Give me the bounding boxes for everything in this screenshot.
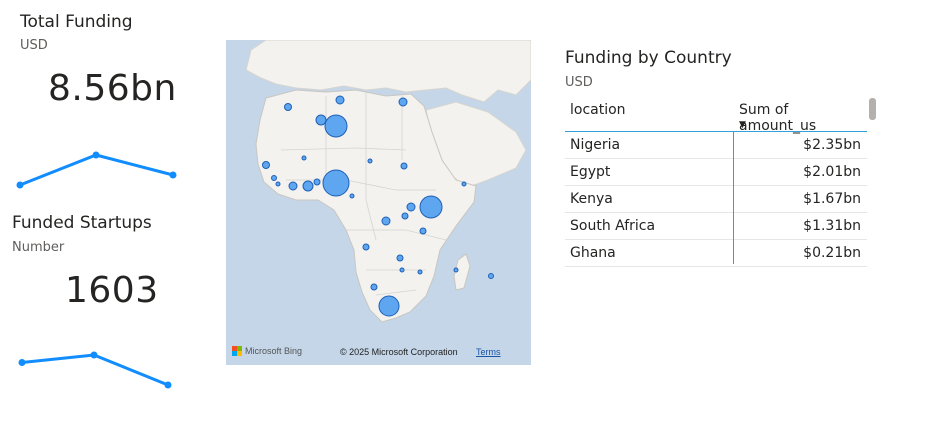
funding-map[interactable]: Microsoft Bing © 2025 Microsoft Corporat…: [226, 40, 531, 365]
africa-map-canvas: [245, 40, 531, 323]
funded-startups-sparkline: [18, 351, 172, 389]
map-bubble[interactable]: [275, 181, 281, 187]
terms-link[interactable]: Terms: [476, 347, 501, 357]
total-funding-value: 8.56bn: [48, 68, 177, 109]
map-bubble[interactable]: [288, 181, 298, 191]
map-bubble[interactable]: [322, 169, 350, 197]
map-bubble[interactable]: [406, 202, 416, 212]
country-table-title: Funding by Country: [565, 48, 732, 68]
cell-location: Egypt: [570, 164, 611, 180]
map-bubble[interactable]: [419, 227, 427, 235]
map-bubble[interactable]: [301, 155, 307, 161]
map-bubble[interactable]: [315, 114, 327, 126]
map-bubble[interactable]: [400, 162, 408, 170]
total-funding-sparkline: [16, 151, 177, 189]
map-bubble[interactable]: [396, 254, 404, 262]
map-bubble[interactable]: [271, 175, 277, 181]
microsoft-logo-icon: [232, 346, 242, 356]
sort-descending-icon[interactable]: ▼: [739, 120, 746, 130]
map-bubble[interactable]: [401, 212, 409, 220]
sparkline-point: [92, 151, 100, 159]
map-copyright: © 2025 Microsoft Corporation: [340, 347, 458, 357]
header-location[interactable]: location: [570, 102, 626, 118]
map-bubble[interactable]: [284, 103, 292, 111]
cell-amount: $1.31bn: [803, 218, 861, 234]
map-bubble[interactable]: [417, 269, 423, 275]
map-bubble[interactable]: [313, 178, 321, 186]
map-bubble[interactable]: [324, 114, 348, 138]
bing-attribution: Microsoft Bing: [232, 346, 302, 356]
cell-amount: $1.67bn: [803, 191, 861, 207]
map-bubble[interactable]: [398, 97, 408, 107]
sparkline-point: [164, 381, 172, 389]
cell-amount: $2.35bn: [803, 137, 861, 153]
sparkline-point: [169, 171, 177, 179]
cell-amount: $0.21bn: [803, 245, 861, 261]
map-bubble[interactable]: [453, 267, 459, 273]
header-amount[interactable]: Sum of amount_us: [739, 102, 817, 134]
map-bubble[interactable]: [335, 95, 345, 105]
map-bubble[interactable]: [399, 267, 405, 273]
map-bubble[interactable]: [367, 158, 373, 164]
map-bubble[interactable]: [362, 243, 370, 251]
table-row[interactable]: Kenya $1.67bn: [565, 186, 867, 213]
map-bubble[interactable]: [378, 295, 400, 317]
funded-startups-title: Funded Startups: [12, 213, 152, 233]
table-row[interactable]: South Africa $1.31bn: [565, 213, 867, 240]
sparkline-point: [90, 351, 98, 359]
column-divider: [733, 131, 734, 264]
table-header: location Sum of amount_us ▼: [565, 95, 867, 134]
map-bubble[interactable]: [370, 283, 378, 291]
cell-amount: $2.01bn: [803, 164, 861, 180]
funded-startups-unit: Number: [12, 240, 65, 255]
table-row[interactable]: Egypt $2.01bn: [565, 159, 867, 186]
cell-location: South Africa: [570, 218, 656, 234]
map-bubble[interactable]: [262, 161, 270, 169]
map-bubble[interactable]: [419, 195, 443, 219]
map-bubble[interactable]: [488, 273, 494, 279]
country-funding-table: location Sum of amount_us ▼ Nigeria $2.35…: [565, 95, 867, 267]
funded-startups-value: 1603: [65, 270, 159, 311]
total-funding-unit: USD: [20, 38, 48, 53]
total-funding-title: Total Funding: [20, 12, 133, 32]
bing-label: Microsoft Bing: [245, 346, 303, 356]
cell-location: Kenya: [570, 191, 613, 207]
map-bubble[interactable]: [302, 180, 314, 192]
table-scrollbar[interactable]: [869, 98, 876, 120]
map-bubble[interactable]: [381, 216, 391, 226]
sparkline-path: [19, 153, 174, 187]
table-row[interactable]: Nigeria $2.35bn: [565, 132, 867, 159]
cell-location: Ghana: [570, 245, 616, 261]
country-table-unit: USD: [565, 75, 593, 90]
cell-location: Nigeria: [570, 137, 621, 153]
sparkline-point: [16, 181, 24, 189]
sparkline-path: [21, 353, 169, 387]
table-row[interactable]: Ghana $0.21bn: [565, 240, 867, 267]
map-bubble[interactable]: [461, 181, 467, 187]
sparkline-point: [18, 359, 26, 366]
map-bubble[interactable]: [349, 193, 355, 199]
